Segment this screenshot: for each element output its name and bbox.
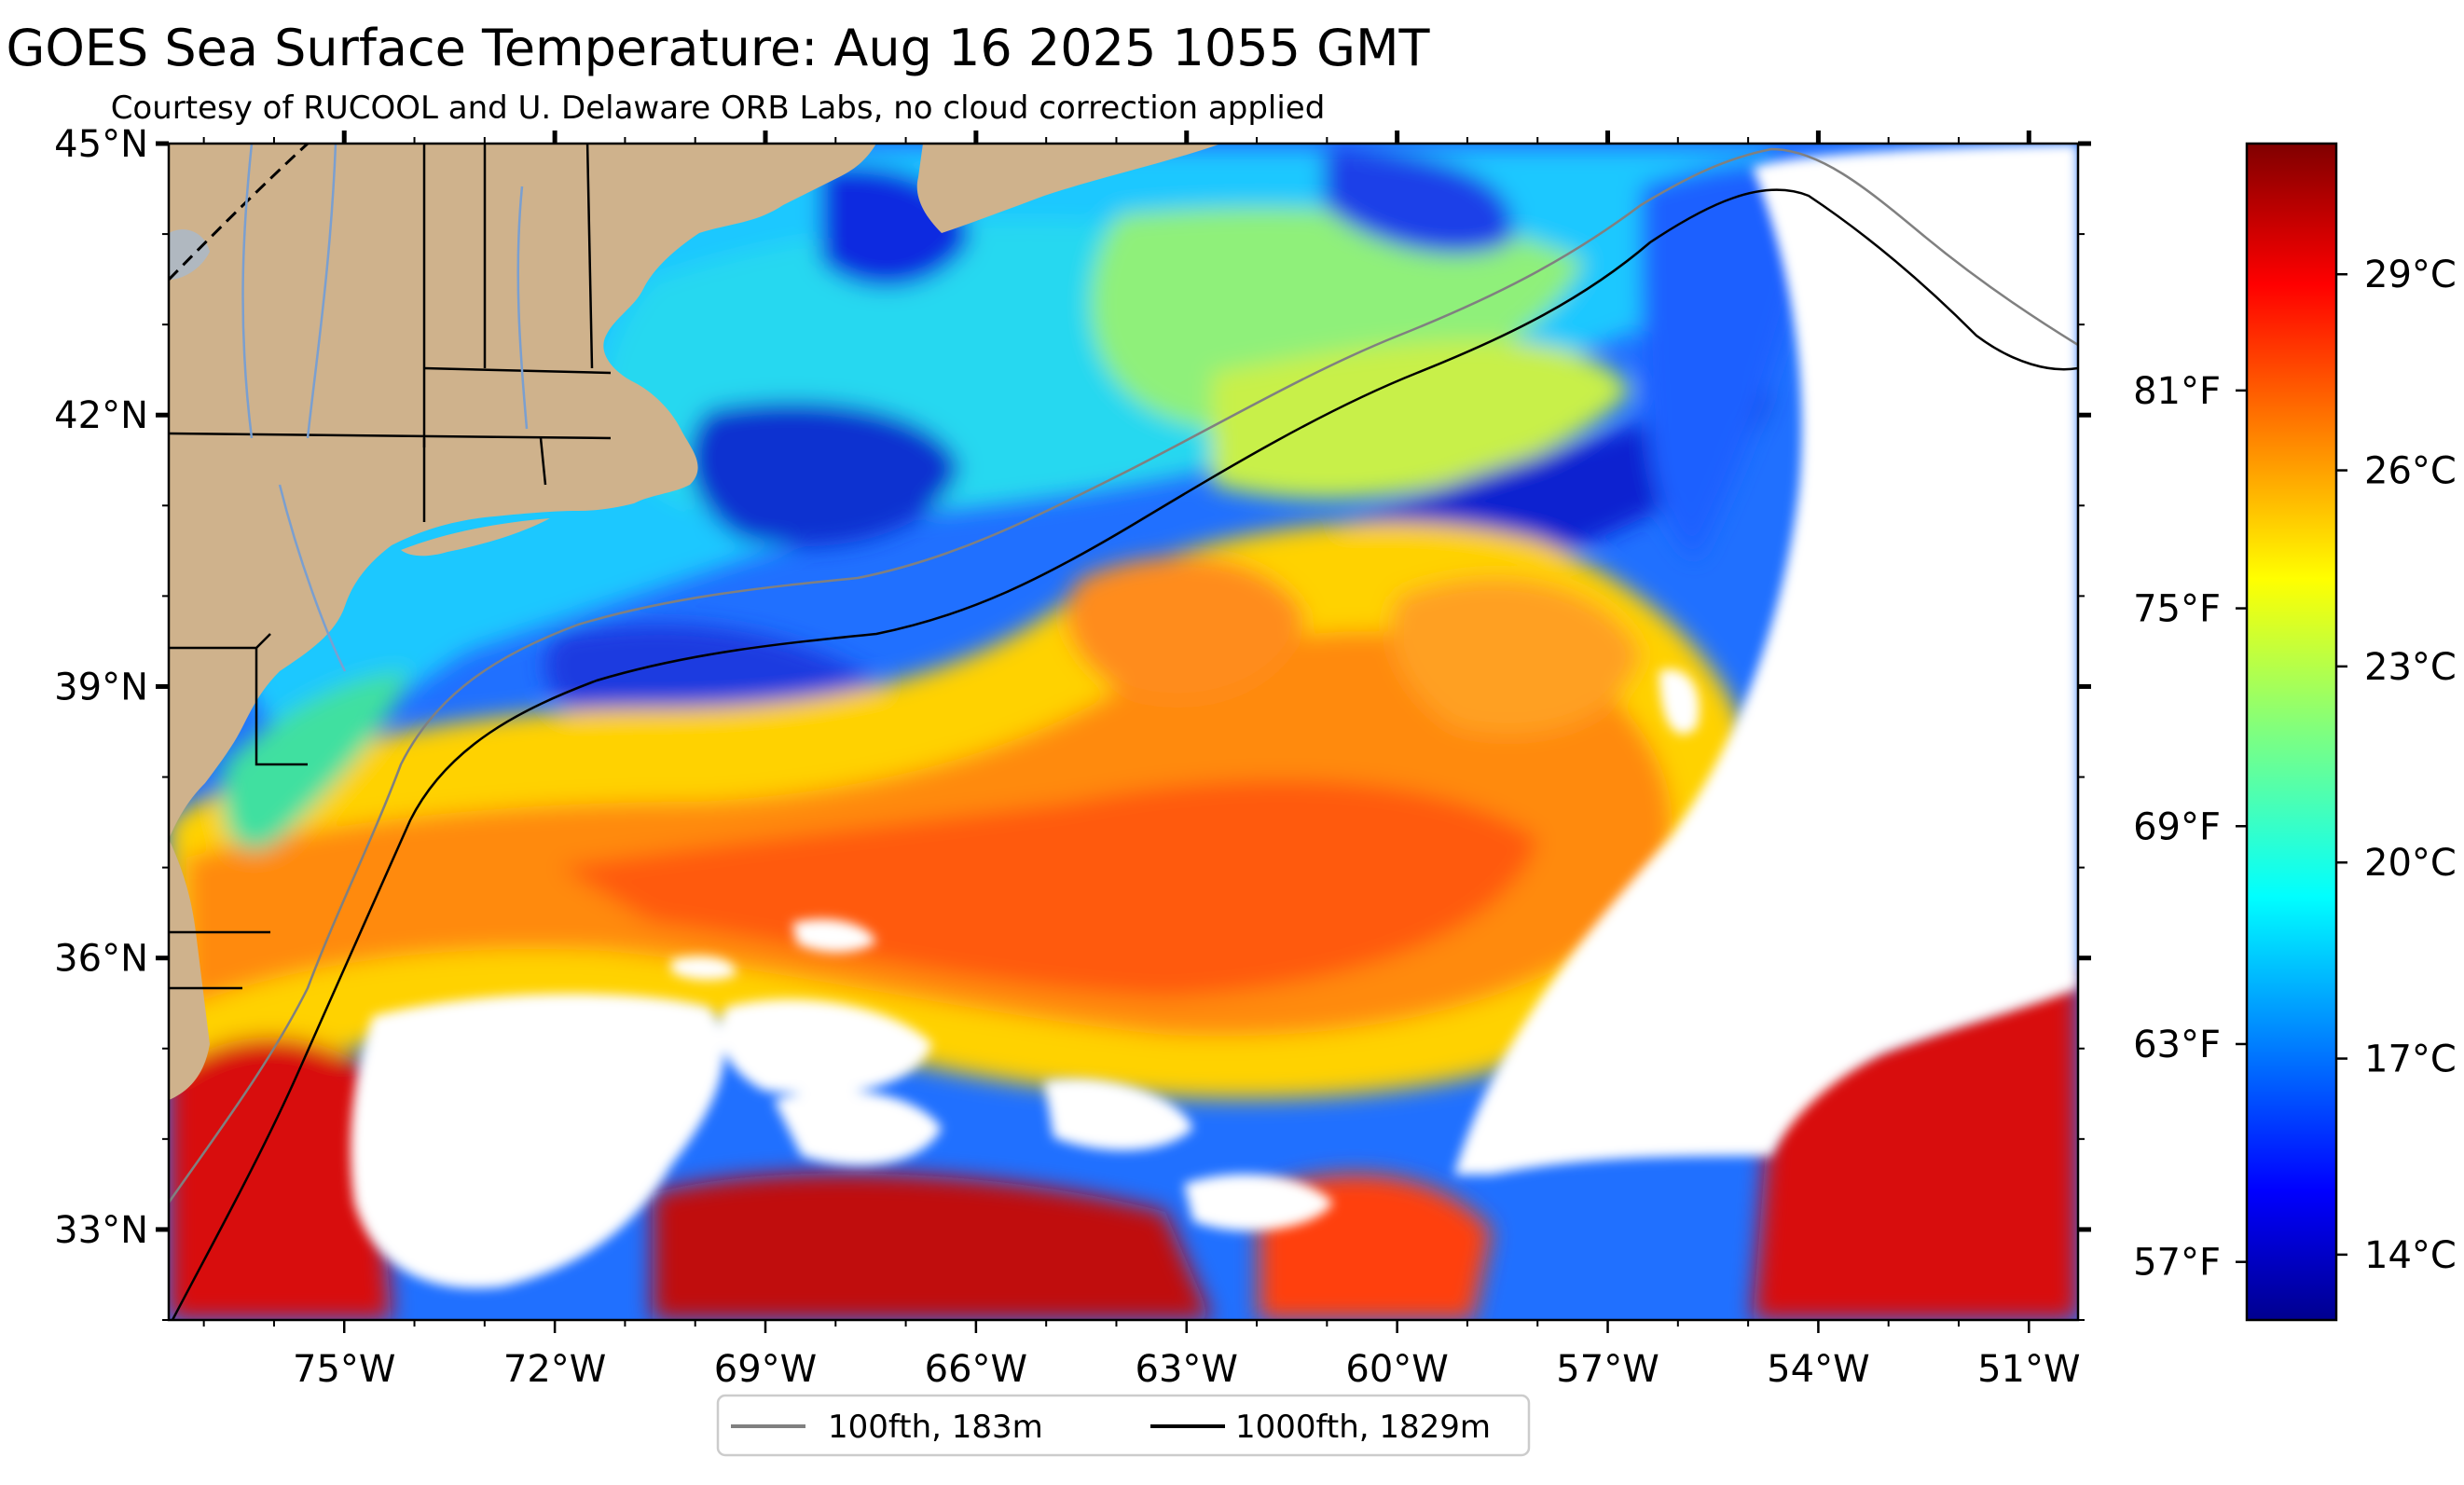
- colorbar: 14°C 17°C 20°C 23°C 26°C 29°C 57°F 63°F 69°F 75°F…: [2133, 142, 2457, 1322]
- lat-tick-label: 33°N: [54, 1209, 148, 1252]
- lat-tick-label: 36°N: [54, 938, 148, 981]
- contour-100fth: [169, 147, 2078, 1203]
- lon-tick-label: 66°W: [925, 1348, 1027, 1391]
- celsius-tick-label: 29°C: [2364, 254, 2457, 296]
- colorbar-axes: 14°C 17°C 20°C 23°C 26°C 29°C 57°F 63°F 69°F 75°F…: [2133, 254, 2457, 1284]
- map-axes: 75°W 72°W 69°W 66°W 63°W 60°W 57°W 54°W 51°W 45°N…: [54, 123, 2091, 1391]
- lon-tick-label: 72°W: [503, 1348, 606, 1391]
- celsius-tick-label: 14°C: [2364, 1234, 2457, 1277]
- lon-tick-label: 63°W: [1136, 1348, 1238, 1391]
- land: [169, 144, 1221, 1100]
- celsius-tick-label: 23°C: [2364, 646, 2457, 689]
- map-subtitle: Courtesy of RUCOOL and U. Delaware ORB L…: [110, 89, 1326, 127]
- legend-label-100fth: 100fth, 183m: [828, 1409, 1043, 1446]
- rivers: [241, 144, 529, 672]
- lat-tick-label: 45°N: [54, 123, 148, 166]
- lon-tick-label: 54°W: [1767, 1348, 1869, 1391]
- map-title: GOES Sea Surface Temperature: Aug 16 202…: [6, 19, 1430, 77]
- legend-box: [716, 1394, 1531, 1457]
- map-frame: [167, 142, 2080, 1322]
- sst-map-area: [169, 144, 2078, 1320]
- sst-field: [169, 149, 2078, 1320]
- national-boundary: [169, 144, 310, 282]
- fahrenheit-tick-label: 63°F: [2133, 1024, 2221, 1066]
- lon-tick-label: 51°W: [1977, 1348, 2080, 1391]
- colorbar-gradient: [2245, 142, 2338, 1322]
- cloud-mask: [351, 144, 2078, 1288]
- lon-tick-label: 60°W: [1345, 1348, 1448, 1391]
- celsius-tick-label: 26°C: [2364, 450, 2457, 493]
- celsius-tick-label: 20°C: [2364, 842, 2457, 885]
- lon-tick-label: 75°W: [293, 1348, 395, 1391]
- legend-label-1000fth: 1000fth, 1829m: [1235, 1409, 1491, 1446]
- fahrenheit-tick-label: 57°F: [2133, 1242, 2221, 1285]
- celsius-tick-label: 17°C: [2364, 1038, 2457, 1081]
- lon-tick-label: 69°W: [714, 1348, 817, 1391]
- state-boundaries: [169, 144, 612, 990]
- contour-legend: 100fth, 183m 1000fth, 1829m: [716, 1394, 1531, 1457]
- fahrenheit-tick-label: 81°F: [2133, 370, 2221, 413]
- lat-tick-label: 39°N: [54, 666, 148, 708]
- lat-tick-label: 42°N: [54, 394, 148, 437]
- fahrenheit-tick-label: 69°F: [2133, 805, 2221, 848]
- contour-1000fth: [171, 188, 2078, 1320]
- lon-tick-label: 57°W: [1556, 1348, 1659, 1391]
- fahrenheit-tick-label: 75°F: [2133, 588, 2221, 631]
